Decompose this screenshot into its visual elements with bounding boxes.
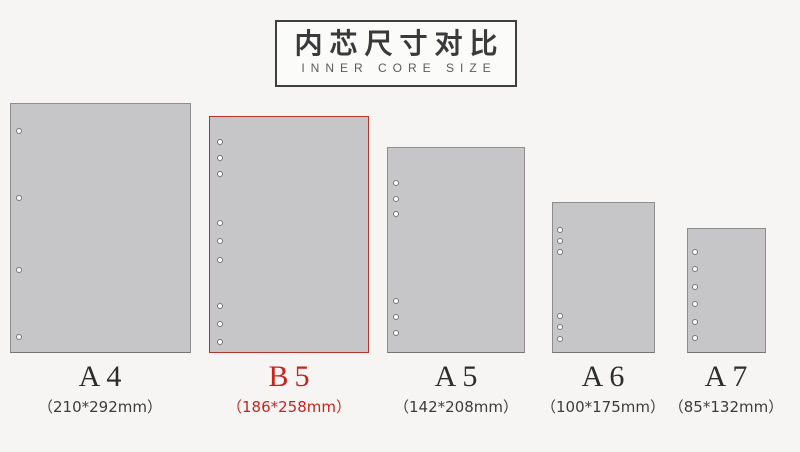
binder-hole (393, 298, 399, 304)
paper-sheet-b5 (209, 116, 369, 353)
paper-sheet-a4 (10, 103, 191, 353)
binder-hole (16, 195, 22, 201)
binder-hole (16, 334, 22, 340)
binder-hole (217, 139, 223, 145)
binder-hole (692, 284, 698, 290)
binder-hole (16, 128, 22, 134)
paper-label-block-a5: A5 （142*208mm） (368, 360, 544, 418)
binder-hole (217, 220, 223, 226)
paper-sheet-a6 (552, 202, 655, 353)
paper-sheet-a5 (387, 147, 525, 353)
binder-hole (217, 171, 223, 177)
binder-hole (393, 314, 399, 320)
binder-hole (692, 249, 698, 255)
binder-hole (217, 257, 223, 263)
paper-label-block-b5: B5 （186*258mm） (201, 360, 377, 418)
binder-hole (557, 249, 563, 255)
paper-size-label-a6: A6 (581, 360, 631, 393)
binder-hole (217, 321, 223, 327)
page-subtitle: INNER CORE SIZE (301, 61, 497, 75)
binder-hole (692, 301, 698, 307)
binder-hole (393, 211, 399, 217)
header-box: 内芯尺寸对比 INNER CORE SIZE (275, 20, 517, 87)
paper-dimensions-label-b5: （186*258mm） (227, 398, 351, 416)
paper-size-label-a5: A5 (434, 360, 484, 393)
binder-hole (692, 266, 698, 272)
paper-sheet-a7 (687, 228, 766, 353)
binder-hole (692, 335, 698, 341)
paper-size-label-a7: A7 (704, 360, 754, 393)
paper-size-label-b5: B5 (268, 360, 316, 393)
binder-hole (393, 330, 399, 336)
paper-dimensions-label-a6: （100*175mm） (541, 398, 665, 416)
binder-hole (557, 336, 563, 342)
paper-dimensions-label-a4: （210*292mm） (38, 398, 162, 416)
binder-hole (393, 180, 399, 186)
binder-hole (16, 267, 22, 273)
paper-size-label-a4: A4 (78, 360, 128, 393)
page-title: 内芯尺寸对比 (294, 28, 505, 59)
binder-hole (557, 324, 563, 330)
binder-hole (217, 238, 223, 244)
paper-label-block-a6: A6 （100*175mm） (515, 360, 691, 418)
paper-label-block-a4: A4 （210*292mm） (12, 360, 188, 418)
binder-hole (217, 339, 223, 345)
binder-hole (217, 155, 223, 161)
binder-hole (557, 227, 563, 233)
paper-dimensions-label-a7: （85*132mm） (668, 398, 784, 416)
binder-hole (557, 238, 563, 244)
binder-hole (393, 196, 399, 202)
paper-dimensions-label-a5: （142*208mm） (394, 398, 518, 416)
binder-hole (557, 313, 563, 319)
binder-hole (692, 319, 698, 325)
binder-hole (217, 303, 223, 309)
paper-label-block-a7: A7 （85*132mm） (638, 360, 800, 418)
